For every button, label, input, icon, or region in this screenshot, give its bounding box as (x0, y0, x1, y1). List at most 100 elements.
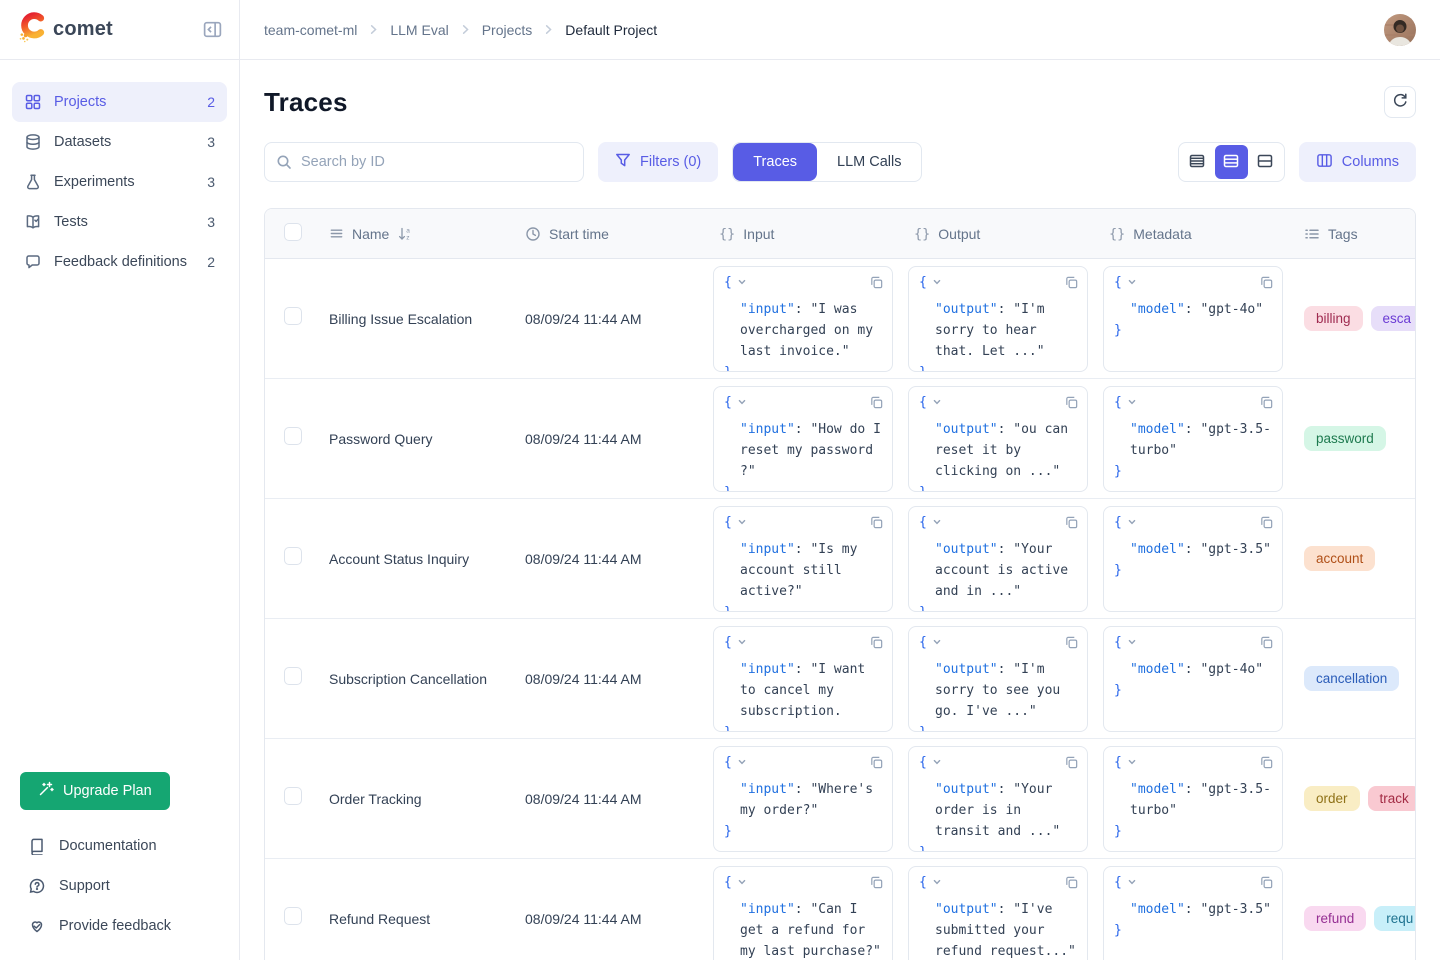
metadata-json-box[interactable]: {"model": "gpt-3.5"} (1103, 505, 1283, 612)
chevron-down-icon[interactable] (1127, 277, 1137, 287)
tab-traces[interactable]: Traces (733, 143, 818, 181)
tab-llm-calls[interactable]: LLM Calls (837, 154, 902, 170)
filters-button[interactable]: Filters (0) (598, 142, 719, 182)
metadata-json-box[interactable]: {"model": "gpt-4o"} (1103, 625, 1283, 732)
column-header-tags[interactable]: Tags (1298, 226, 1415, 242)
chevron-down-icon[interactable] (1127, 757, 1137, 767)
output-json-box[interactable]: {"output": "I'm sorry to hear that. Let ..… (908, 265, 1088, 372)
chevron-down-icon[interactable] (932, 877, 942, 887)
row-checkbox[interactable] (284, 667, 302, 685)
input-json-box[interactable]: {"input": "Can I get a refund for my last … (713, 865, 893, 960)
chevron-down-icon[interactable] (737, 757, 747, 767)
trace-row[interactable]: Account Status Inquiry 08/09/24 11:44 AM {… (265, 499, 1415, 619)
copy-icon[interactable] (1064, 395, 1079, 410)
column-header-start-time[interactable]: Start time (519, 226, 713, 242)
upgrade-plan-button[interactable]: Upgrade Plan (20, 772, 170, 810)
open-brace: { (724, 754, 732, 770)
input-json-box[interactable]: {"input": "I was overcharged on my last in… (713, 265, 893, 372)
sidebar-item-projects[interactable]: Projects 2 (12, 82, 227, 122)
collapse-sidebar-icon[interactable] (202, 19, 223, 40)
copy-icon[interactable] (1064, 875, 1079, 890)
copy-icon[interactable] (1259, 275, 1274, 290)
copy-icon[interactable] (1064, 515, 1079, 530)
json-code: "output": "ou can reset it by clicking on … (919, 419, 1081, 491)
output-json-box[interactable]: {"output": "Your order is in transit and .… (908, 745, 1088, 852)
chevron-down-icon[interactable] (1127, 877, 1137, 887)
output-json-box[interactable]: {"output": "I'm sorry to see you go. I've … (908, 625, 1088, 732)
trace-row[interactable]: Order Tracking 08/09/24 11:44 AM {"input":… (265, 739, 1415, 859)
chevron-down-icon[interactable] (1127, 637, 1137, 647)
copy-icon[interactable] (1259, 755, 1274, 770)
chevron-down-icon[interactable] (737, 517, 747, 527)
sidebar-item-experiments[interactable]: Experiments 3 (12, 162, 227, 202)
sidebar-item-datasets[interactable]: Datasets 3 (12, 122, 227, 162)
trace-row[interactable]: Refund Request 08/09/24 11:44 AM {"input":… (265, 859, 1415, 960)
columns-button[interactable]: Columns (1298, 142, 1416, 182)
row-checkbox[interactable] (284, 427, 302, 445)
chevron-down-icon[interactable] (737, 877, 747, 887)
output-json-box[interactable]: {"output": "ou can reset it by clicking on… (908, 385, 1088, 492)
select-all-checkbox[interactable] (284, 223, 302, 241)
copy-icon[interactable] (1259, 395, 1274, 410)
footer-link-provide-feedback[interactable]: Provide feedback (20, 906, 219, 946)
row-checkbox[interactable] (284, 787, 302, 805)
footer-link-documentation[interactable]: Documentation (20, 826, 219, 866)
chevron-down-icon[interactable] (737, 277, 747, 287)
copy-icon[interactable] (869, 875, 884, 890)
refresh-button[interactable] (1384, 86, 1416, 118)
density-medium-button[interactable] (1214, 145, 1248, 179)
sidebar-item-tests[interactable]: Tests 3 (12, 202, 227, 242)
copy-icon[interactable] (869, 275, 884, 290)
trace-row[interactable]: Billing Issue Escalation 08/09/24 11:44 A… (265, 259, 1415, 379)
column-header-name[interactable]: Name a z (319, 226, 519, 242)
chevron-down-icon[interactable] (932, 637, 942, 647)
copy-icon[interactable] (869, 635, 884, 650)
chevron-down-icon[interactable] (932, 757, 942, 767)
input-json-box[interactable]: {"input": "How do I reset my password ?"} (713, 385, 893, 492)
input-json-box[interactable]: {"input": "I want to cancel my subscriptio… (713, 625, 893, 732)
copy-icon[interactable] (1259, 875, 1274, 890)
density-small-button[interactable] (1181, 145, 1214, 179)
chevron-down-icon[interactable] (1127, 397, 1137, 407)
avatar[interactable] (1384, 13, 1416, 46)
metadata-json-box[interactable]: {"model": "gpt-3.5- turbo"} (1103, 745, 1283, 852)
sidebar-item-feedback-definitions[interactable]: Feedback definitions 2 (12, 242, 227, 282)
trace-row[interactable]: Password Query 08/09/24 11:44 AM {"input":… (265, 379, 1415, 499)
output-json-box[interactable]: {"output": "I've submitted your refund req… (908, 865, 1088, 960)
density-large-button[interactable] (1249, 145, 1282, 179)
output-json-box[interactable]: {"output": "Your account is active and in … (908, 505, 1088, 612)
chevron-down-icon[interactable] (737, 637, 747, 647)
breadcrumb-item-llm-eval[interactable]: LLM Eval (390, 21, 449, 38)
copy-icon[interactable] (1064, 635, 1079, 650)
copy-icon[interactable] (1064, 275, 1079, 290)
column-header-input[interactable]: {} Input (719, 225, 775, 242)
copy-icon[interactable] (1259, 515, 1274, 530)
footer-link-support[interactable]: Support (20, 866, 219, 906)
breadcrumb-item-projects[interactable]: Projects (481, 21, 533, 38)
comet-logo[interactable]: comet (18, 11, 113, 48)
chevron-down-icon[interactable] (932, 277, 942, 287)
breadcrumb-item-team-comet-ml[interactable]: team-comet-ml (264, 21, 358, 38)
row-checkbox[interactable] (284, 547, 302, 565)
metadata-json-box[interactable]: {"model": "gpt-3.5"} (1103, 865, 1283, 960)
sidebar-footer: Upgrade Plan Documentation Support Provide… (0, 772, 239, 946)
copy-icon[interactable] (1259, 635, 1274, 650)
search-input[interactable] (264, 142, 584, 182)
copy-icon[interactable] (869, 395, 884, 410)
chevron-down-icon[interactable] (1127, 517, 1137, 527)
metadata-json-box[interactable]: {"model": "gpt-3.5- turbo"} (1103, 385, 1283, 492)
trace-row[interactable]: Subscription Cancellation 08/09/24 11:44 … (265, 619, 1415, 739)
copy-icon[interactable] (869, 755, 884, 770)
metadata-json-box[interactable]: {"model": "gpt-4o"} (1103, 265, 1283, 372)
chevron-down-icon[interactable] (737, 397, 747, 407)
chevron-down-icon[interactable] (932, 397, 942, 407)
column-header-metadata[interactable]: {} Metadata (1109, 225, 1192, 242)
column-header-output[interactable]: {} Output (914, 225, 981, 242)
row-checkbox[interactable] (284, 907, 302, 925)
copy-icon[interactable] (869, 515, 884, 530)
input-json-box[interactable]: {"input": "Is my account still active?"} (713, 505, 893, 612)
row-checkbox[interactable] (284, 307, 302, 325)
chevron-down-icon[interactable] (932, 517, 942, 527)
input-json-box[interactable]: {"input": "Where's my order?"} (713, 745, 893, 852)
copy-icon[interactable] (1064, 755, 1079, 770)
